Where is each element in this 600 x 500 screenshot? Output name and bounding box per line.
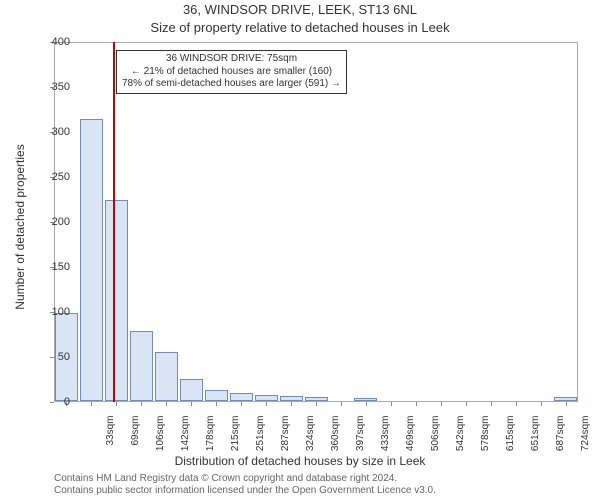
footer-line1: Contains HM Land Registry data © Crown c… [54,473,436,485]
x-tick-mark [441,402,442,406]
x-tick-mark [116,402,117,406]
annotation-line: ← 21% of detached houses are smaller (16… [122,66,341,79]
y-tick-label: 200 [40,216,70,228]
bar [354,398,377,401]
y-tick-label: 50 [40,351,70,363]
x-tick-mark [416,402,417,406]
x-tick-mark [516,402,517,406]
x-axis-label: Distribution of detached houses by size … [0,454,600,468]
y-tick-label: 350 [40,81,70,93]
x-tick-mark [291,402,292,406]
chart-container: 36, WINDSOR DRIVE, LEEK, ST13 6NL Size o… [0,0,600,500]
bar [554,397,577,401]
y-tick-label: 400 [40,36,70,48]
bar [105,200,128,401]
x-tick-mark [491,402,492,406]
x-tick-mark [366,402,367,406]
bar [305,397,328,401]
x-tick-mark [466,402,467,406]
annotation-line: 78% of semi-detached houses are larger (… [122,78,341,91]
y-tick-label: 100 [40,306,70,318]
y-tick-label: 150 [40,261,70,273]
chart-title-line1: 36, WINDSOR DRIVE, LEEK, ST13 6NL [0,2,600,17]
bar [230,393,253,401]
x-tick-mark [241,402,242,406]
x-tick-mark [341,402,342,406]
bar [280,396,303,401]
x-tick-mark [391,402,392,406]
plot-area: 33sqm69sqm106sqm142sqm178sqm215sqm251sqm… [54,42,578,402]
x-tick-mark [541,402,542,406]
footer-line2: Contains public sector information licen… [54,485,436,497]
y-axis-label: Number of detached properties [13,97,27,357]
bar [80,119,103,401]
y-tick-label: 0 [40,396,70,408]
x-tick-mark [566,402,567,406]
bar [130,331,153,401]
reference-line [113,42,115,402]
x-tick-mark [316,402,317,406]
annotation-box: 36 WINDSOR DRIVE: 75sqm← 21% of detached… [116,50,347,94]
bar [155,352,178,402]
bar [255,395,278,401]
x-tick-mark [191,402,192,406]
chart-title-line2: Size of property relative to detached ho… [0,20,600,35]
y-tick-label: 250 [40,171,70,183]
x-tick-mark [166,402,167,406]
x-tick-mark [141,402,142,406]
bar [205,390,228,401]
y-tick-label: 300 [40,126,70,138]
bar [180,379,203,402]
annotation-line: 36 WINDSOR DRIVE: 75sqm [122,53,341,66]
x-tick-mark [91,402,92,406]
footer-attribution: Contains HM Land Registry data © Crown c… [54,473,436,497]
x-tick-mark [216,402,217,406]
x-tick-mark [266,402,267,406]
